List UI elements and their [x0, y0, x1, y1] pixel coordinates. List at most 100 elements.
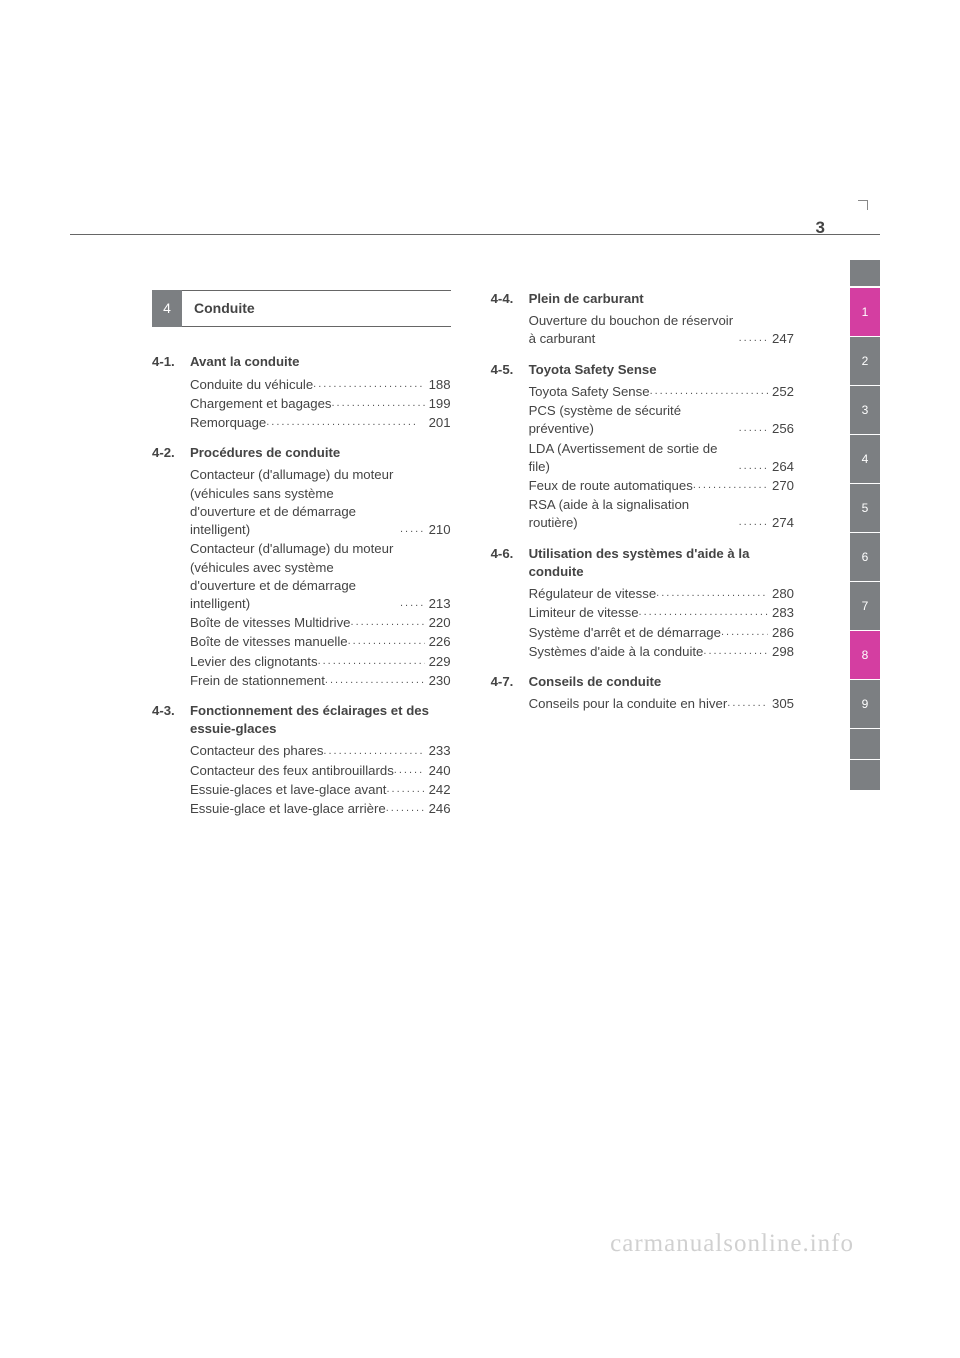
side-tab-3: 3 [850, 386, 880, 434]
toc-entry-page: 274 [768, 514, 794, 532]
toc-section-title: Conseils de conduite [529, 673, 794, 691]
toc-leader-dots: .............................. [739, 515, 768, 530]
toc-entry: Toyota Safety Sense ....................… [529, 383, 794, 401]
toc-entry: Essuie-glace et lave-glace arrière .....… [190, 800, 451, 818]
toc-entry-page: 247 [768, 330, 794, 348]
toc-entry-page: 220 [425, 614, 451, 632]
toc-entry: Contacteur (d'allumage) du moteur (véhic… [190, 540, 451, 613]
toc-entry-label: Ouverture du bouchon de réservoir à carb… [529, 312, 739, 348]
side-tab-6: 6 [850, 533, 880, 581]
toc-entry-page: 280 [768, 585, 794, 603]
toc-section-title: Toyota Safety Sense [529, 361, 794, 379]
toc-leader-dots: .............................. [386, 801, 425, 816]
toc-leader-dots: .............................. [400, 596, 425, 611]
toc-leader-dots: .............................. [266, 415, 424, 430]
toc-entry: Ouverture du bouchon de réservoir à carb… [529, 312, 794, 348]
toc-leader-dots: .............................. [693, 478, 768, 493]
toc-entry: Système d'arrêt et de démarrage ........… [529, 624, 794, 642]
toc-leader-dots: .............................. [703, 644, 768, 659]
toc-section-head: 4-2.Procédures de conduite [152, 444, 451, 462]
toc-entry-page: 298 [768, 643, 794, 661]
toc-section-head: 4-3.Fonctionnement des éclairages et des… [152, 702, 451, 738]
toc-section: 4-3.Fonctionnement des éclairages et des… [152, 702, 451, 818]
toc-entry-label: Contacteur (d'allumage) du moteur (véhic… [190, 466, 400, 539]
toc-entry-label: Essuie-glace et lave-glace arrière [190, 800, 386, 818]
toc-entry: Contacteur des feux antibrouillards ....… [190, 762, 451, 780]
toc-entry-page: 213 [425, 595, 451, 613]
toc-section: 4-7.Conseils de conduite Conseils pour la… [491, 673, 794, 713]
side-tab-empty [850, 729, 880, 759]
toc-section-num: 4-6. [491, 545, 529, 581]
toc-entry-page: 286 [768, 624, 794, 642]
side-tab-7: 7 [850, 582, 880, 630]
toc-section-title: Procédures de conduite [190, 444, 451, 462]
toc-entry-label: Boîte de vitesses manuelle [190, 633, 348, 651]
side-tabs: 123456789 [850, 288, 880, 791]
toc-entry-page: 240 [425, 762, 451, 780]
toc-entry: PCS (système de sécurité préventive) ...… [529, 402, 794, 438]
toc-entry-page: 305 [768, 695, 794, 713]
toc-entry-page: 230 [425, 672, 451, 690]
toc-entry-label: Systèmes d'aide à la conduite [529, 643, 704, 661]
toc-leader-dots: .............................. [650, 384, 768, 399]
toc-section-num: 4-3. [152, 702, 190, 738]
toc-leader-dots: .............................. [727, 696, 768, 711]
toc-entry-page: 246 [425, 800, 451, 818]
toc-right-column: 4-4.Plein de carburant Ouverture du bouch… [491, 290, 794, 830]
toc-entry-page: 264 [768, 458, 794, 476]
toc-entry-page: 188 [425, 376, 451, 394]
toc-entry-label: Essuie-glaces et lave-glace avant [190, 781, 386, 799]
toc-section: 4-2.Procédures de conduite Contacteur (d'… [152, 444, 451, 690]
toc-entry-label: Feux de route automatiques [529, 477, 693, 495]
toc-section-title: Utilisation des systèmes d'aide à la con… [529, 545, 794, 581]
toc-leader-dots: .............................. [318, 654, 425, 669]
chapter-label: Conduite [182, 290, 451, 327]
toc-entry-page: 270 [768, 477, 794, 495]
toc-entry-label: Conseils pour la conduite en hiver [529, 695, 728, 713]
toc-entry-label: Contacteur des feux antibrouillards [190, 762, 394, 780]
toc-leader-dots: .............................. [332, 396, 425, 411]
toc-leader-dots: .............................. [325, 673, 425, 688]
toc-section-head: 4-1.Avant la conduite [152, 353, 451, 371]
crop-mark [858, 200, 868, 210]
toc-entry: Boîte de vitesses Multidrive ...........… [190, 614, 451, 632]
toc-section: 4-5.Toyota Safety SenseToyota Safety Sen… [491, 361, 794, 533]
toc-entry-page: 256 [768, 420, 794, 438]
toc-entry-label: PCS (système de sécurité préventive) [529, 402, 739, 438]
chapter-title: 4 Conduite [152, 290, 451, 327]
side-tab-4: 4 [850, 435, 880, 483]
toc-entry-page: 201 [425, 414, 451, 432]
toc-entry: Frein de stationnement .................… [190, 672, 451, 690]
toc-section-num: 4-5. [491, 361, 529, 379]
side-tab-9: 9 [850, 680, 880, 728]
chapter-number: 4 [152, 290, 182, 327]
toc-entry-label: Chargement et bagages [190, 395, 332, 413]
side-tab-8: 8 [850, 631, 880, 679]
toc-entry: Contacteur des phares ..................… [190, 742, 451, 760]
toc-entry-label: Contacteur des phares [190, 742, 323, 760]
header-rule [70, 234, 880, 235]
side-tab-1: 1 [850, 288, 880, 336]
toc-leader-dots: .............................. [348, 634, 425, 649]
toc-section-num: 4-1. [152, 353, 190, 371]
toc-entry-label: LDA (Avertissement de sortie de file) [529, 440, 739, 476]
toc-entry-page: 226 [425, 633, 451, 651]
toc-entry: Chargement et bagages ..................… [190, 395, 451, 413]
toc-section-title: Avant la conduite [190, 353, 451, 371]
toc-entry-page: 210 [425, 521, 451, 539]
toc-entry-label: Toyota Safety Sense [529, 383, 650, 401]
toc-entry-label: Système d'arrêt et de démarrage [529, 624, 721, 642]
toc-section-num: 4-2. [152, 444, 190, 462]
toc-entry: Contacteur (d'allumage) du moteur (véhic… [190, 466, 451, 539]
side-tab-empty [850, 760, 880, 790]
toc-entry: Conduite du véhicule ...................… [190, 376, 451, 394]
toc-entry-page: 199 [425, 395, 451, 413]
toc-leader-dots: .............................. [386, 782, 424, 797]
toc-leader-dots: .............................. [313, 377, 424, 392]
toc-content: 4 Conduite 4-1.Avant la conduite Conduite… [152, 290, 794, 830]
toc-section-head: 4-4.Plein de carburant [491, 290, 794, 308]
toc-entry-label: Levier des clignotants [190, 653, 318, 671]
toc-section-num: 4-7. [491, 673, 529, 691]
toc-leader-dots: .............................. [394, 763, 425, 778]
toc-leader-dots: .............................. [656, 586, 768, 601]
